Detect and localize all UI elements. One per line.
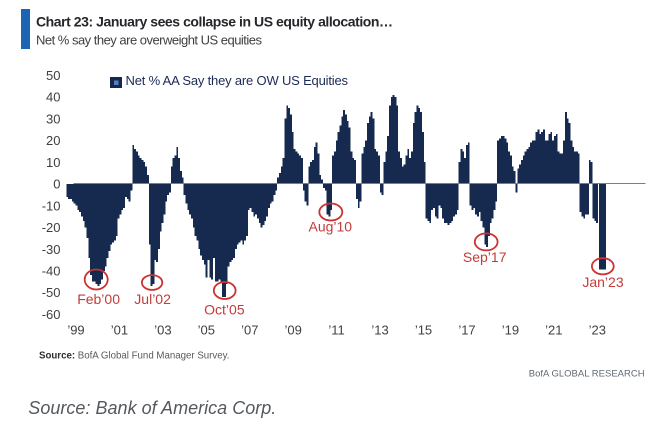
svg-text:Source: BofA Global Fund Manag: Source: BofA Global Fund Manager Survey.	[39, 350, 229, 361]
svg-text:40: 40	[46, 90, 60, 105]
svg-text:’03: ’03	[154, 323, 171, 338]
svg-text:’23: ’23	[589, 323, 606, 338]
svg-text:’21: ’21	[545, 323, 562, 338]
svg-text:10: 10	[46, 155, 60, 170]
svg-text:Feb’00: Feb’00	[77, 291, 120, 307]
svg-text:Net % AA Say they are OW US Eq: Net % AA Say they are OW US Equities	[126, 73, 349, 88]
svg-text:0: 0	[53, 177, 60, 192]
svg-text:Aug’10: Aug’10	[309, 218, 353, 234]
svg-text:’09: ’09	[285, 323, 302, 338]
svg-text:Source: Bank of America Corp.: Source: Bank of America Corp.	[28, 398, 276, 418]
svg-text:-50: -50	[42, 285, 61, 300]
svg-text:-60: -60	[42, 307, 61, 322]
svg-text:’07: ’07	[241, 323, 258, 338]
svg-text:’17: ’17	[458, 323, 475, 338]
svg-text:’01: ’01	[111, 323, 128, 338]
svg-text:’15: ’15	[415, 323, 432, 338]
svg-text:Net % say they are overweight: Net % say they are overweight US equitie…	[36, 33, 263, 48]
svg-text:50: 50	[46, 68, 60, 83]
svg-text:Oct’05: Oct’05	[204, 302, 245, 318]
svg-text:30: 30	[46, 111, 60, 126]
svg-text:-30: -30	[42, 242, 61, 257]
svg-text:20: 20	[46, 133, 60, 148]
svg-text:BofA GLOBAL RESEARCH: BofA GLOBAL RESEARCH	[529, 368, 645, 379]
svg-text:’05: ’05	[198, 323, 215, 338]
svg-text:Jan’23: Jan’23	[582, 274, 623, 290]
svg-text:’99: ’99	[67, 323, 84, 338]
svg-text:’19: ’19	[502, 323, 519, 338]
svg-text:Chart 23: January sees collaps: Chart 23: January sees collapse in US eq…	[36, 13, 393, 29]
svg-text:-10: -10	[42, 198, 61, 213]
svg-text:’11: ’11	[328, 323, 344, 338]
svg-text:-40: -40	[42, 264, 61, 279]
svg-text:’13: ’13	[371, 323, 388, 338]
svg-text:Sep’17: Sep’17	[463, 249, 507, 265]
svg-text:-20: -20	[42, 220, 61, 235]
svg-text:Jul’02: Jul’02	[134, 291, 171, 307]
